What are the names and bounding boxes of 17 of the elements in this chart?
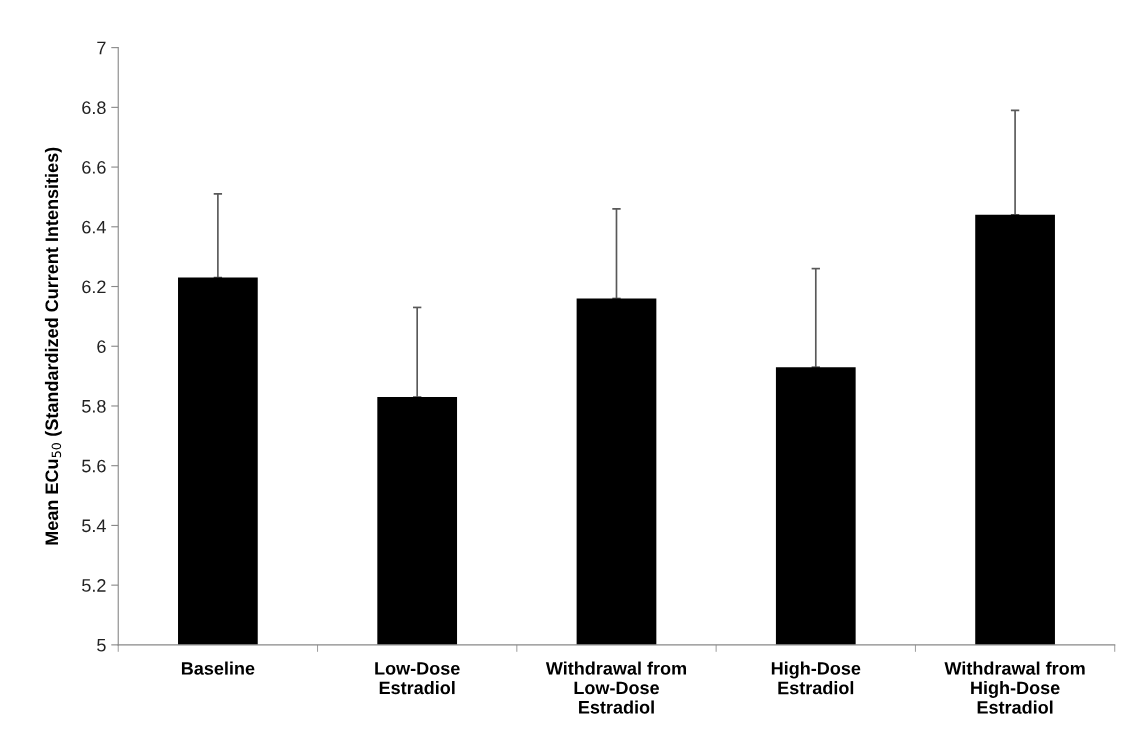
y-tick-label: 6.6 bbox=[82, 161, 106, 174]
y-tick-label: 7 bbox=[97, 41, 106, 55]
y-tick-label: 5.4 bbox=[82, 519, 106, 533]
x-tick-label: Withdrawal from High-Dose Estradiol bbox=[944, 661, 1085, 714]
y-tick-label: 5.2 bbox=[82, 579, 106, 592]
y-tick-label: 5.8 bbox=[82, 399, 106, 413]
x-tick-label: Withdrawal from Low-Dose Estradiol bbox=[545, 661, 687, 714]
y-tick-label: 5.6 bbox=[82, 459, 106, 473]
y-axis-title: Mean ECu$_{50}$ (Standardized Current Intensities) bbox=[44, 147, 62, 545]
y-tick-label: 6.8 bbox=[82, 101, 106, 115]
y-tick-label: 6.4 bbox=[82, 220, 106, 234]
y-tick-label: 5 bbox=[97, 638, 106, 652]
x-tick-label: High-Dose Estradiol bbox=[771, 661, 861, 695]
x-tick-label: Low-Dose Estradiol bbox=[375, 662, 460, 695]
y-tick-label: 6.2 bbox=[82, 280, 106, 294]
y-tick-label: 6 bbox=[97, 340, 106, 353]
x-tick-label: Baseline bbox=[181, 661, 255, 675]
